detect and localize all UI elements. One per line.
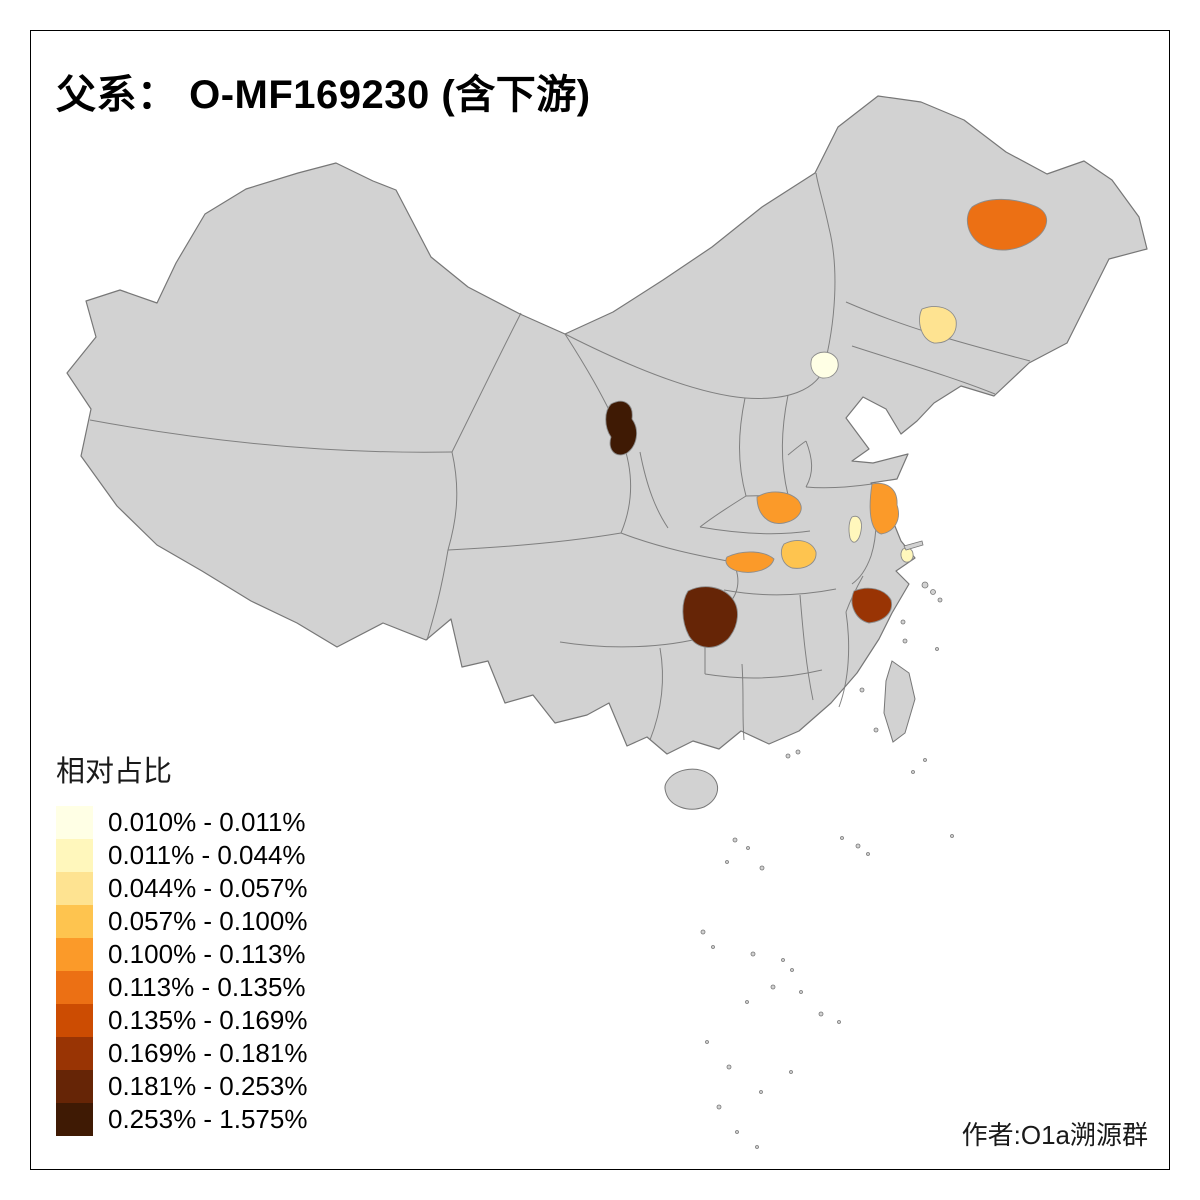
legend-item: 0.169% - 0.181% [56,1037,307,1070]
sea-islands [700,540,954,1149]
legend-label: 0.113% - 0.135% [108,972,306,1002]
legend-swatch [56,1037,93,1070]
region-heilongjiang [966,198,1048,251]
region-jiangsu [869,482,899,535]
legend-swatch [56,806,93,839]
legend-label: 0.057% - 0.100% [108,906,308,936]
legend-label: 0.044% - 0.057% [108,873,308,903]
region-henan-south [756,491,802,524]
legend-label: 0.181% - 0.253% [108,1071,308,1101]
region-anhui [848,515,862,543]
legend-item: 0.181% - 0.253% [56,1070,307,1103]
taiwan-island [883,660,916,743]
legend-label: 0.253% - 1.575% [108,1104,308,1134]
legend-label: 0.011% - 0.044% [108,840,306,870]
legend-item: 0.113% - 0.135% [56,971,307,1004]
hainan-island [664,768,719,810]
legend-label: 0.169% - 0.181% [108,1038,308,1068]
highlighted-regions [605,198,1048,648]
legend-swatch [56,1070,93,1103]
region-shanghai [900,547,914,563]
legend-item: 0.057% - 0.100% [56,905,307,938]
legend-label: 0.010% - 0.011% [108,807,306,837]
region-hubei [780,540,817,569]
region-guizhou [682,586,738,648]
legend-swatch [56,839,93,872]
region-jilin-west [919,306,957,344]
legend-swatch [56,905,93,938]
legend-label: 0.100% - 0.113% [108,939,306,969]
legend-swatch [56,872,93,905]
legend-item: 0.010% - 0.011% [56,806,307,839]
page-title: 父系： O-MF169230 (含下游) [56,73,591,117]
province-borders [89,172,1031,741]
region-beijing [810,351,839,379]
legend-swatch [56,1004,93,1037]
legend-label: 0.135% - 0.169% [108,1005,308,1035]
legend-title: 相对占比 [56,756,173,788]
legend-swatch [56,971,93,1004]
region-chongqing [725,551,775,573]
region-zhejiang-north [851,587,893,624]
legend-items: 0.010% - 0.011% 0.011% - 0.044% 0.044% - 0… [56,806,307,1136]
legend-item: 0.135% - 0.169% [56,1004,307,1037]
legend-item: 0.011% - 0.044% [56,839,307,872]
legend-swatch [56,1103,93,1136]
legend-item: 0.044% - 0.057% [56,872,307,905]
legend-item: 0.100% - 0.113% [56,938,307,971]
legend: 相对占比 0.010% - 0.011% 0.011% - 0.044% 0.044… [56,748,307,1136]
author-credit: 作者:O1a溯源群 [961,1120,1148,1150]
region-gansu-south [605,400,638,456]
legend-item: 0.253% - 1.575% [56,1103,307,1136]
legend-swatch [56,938,93,971]
